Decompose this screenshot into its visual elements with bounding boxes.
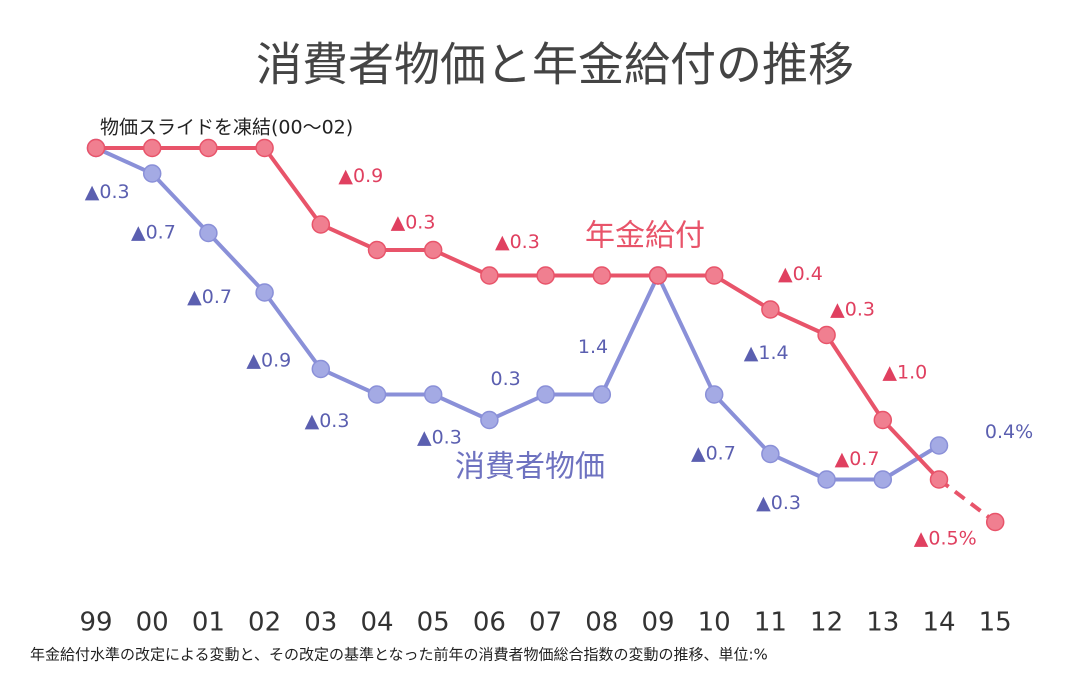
marker (311, 215, 331, 234)
data-label: ▲0.7 (835, 448, 880, 470)
x-tick-label: 09 (641, 608, 674, 638)
marker (929, 470, 949, 489)
marker (199, 138, 218, 158)
x-tick-label: 06 (473, 608, 506, 638)
x-tick-label: 99 (79, 608, 112, 638)
series-label: 消費者物価 (455, 450, 605, 485)
series-line (95, 146, 941, 482)
data-label: ▲0.5% (914, 528, 977, 550)
marker (86, 138, 106, 158)
annotation: 物価スライドを凍結(00～02) (100, 117, 353, 139)
marker (761, 300, 780, 319)
data-label: ▲0.7 (131, 222, 176, 244)
marker (311, 359, 331, 379)
marker (704, 266, 724, 285)
marker (367, 385, 387, 404)
marker (423, 240, 443, 260)
x-tick-label: 15 (979, 608, 1012, 638)
footnote: 年金給付水準の改定による変動と、その改定の基準となった前年の消費者物価総合指数の… (30, 646, 768, 664)
x-tick-label: 11 (754, 608, 787, 638)
marker (423, 385, 443, 404)
data-label: ▲0.3 (417, 427, 462, 449)
x-tick-label: 03 (304, 608, 337, 638)
data-label: ▲0.7 (691, 443, 736, 465)
marker (761, 444, 780, 464)
data-label: ▲1.4 (744, 342, 789, 364)
marker (592, 385, 612, 404)
data-label: ▲0.9 (246, 350, 291, 372)
x-tick-label: 01 (192, 608, 225, 638)
series-line-dashed (937, 477, 997, 524)
marker (536, 266, 555, 285)
marker (817, 470, 836, 489)
data-label: ▲0.3 (756, 492, 801, 514)
marker (929, 436, 949, 455)
data-label: 1.4 (578, 336, 608, 358)
marker (255, 283, 274, 302)
x-tick-label: 08 (585, 608, 618, 638)
x-tick-label: 04 (360, 608, 393, 638)
marker (536, 385, 555, 404)
data-label: ▲0.7 (187, 286, 232, 308)
data-label: 0.4% (985, 421, 1033, 443)
marker (873, 470, 893, 489)
marker (480, 410, 499, 430)
marker (873, 410, 893, 430)
marker (704, 385, 724, 404)
series-line (96, 146, 941, 481)
marker (142, 164, 162, 183)
data-label: ▲0.3 (305, 410, 350, 432)
x-tick-label: 05 (417, 608, 450, 638)
data-label: ▲0.9 (338, 165, 383, 187)
x-tick-label: 14 (922, 608, 955, 638)
marker (255, 138, 274, 158)
marker (592, 266, 612, 285)
chart-title: 消費者物価と年金給付の推移 (256, 38, 854, 92)
data-label: 0.3 (490, 368, 520, 390)
x-tick-label: 10 (698, 608, 731, 638)
data-label: ▲0.3 (85, 181, 130, 203)
data-label: ▲0.3 (495, 231, 540, 253)
x-tick-label: 12 (810, 608, 843, 638)
x-tick-label: 00 (136, 608, 169, 638)
marker (199, 223, 218, 243)
marker (985, 512, 1005, 532)
marker (142, 138, 162, 158)
data-label: ▲0.4 (778, 263, 823, 285)
x-tick-label: 02 (248, 608, 281, 638)
marker (817, 325, 836, 345)
data-label: ▲0.3 (391, 212, 436, 234)
marker (480, 266, 499, 285)
x-tick-label: 07 (529, 608, 562, 638)
marker (367, 240, 387, 260)
series-label: 年金給付 (585, 219, 705, 254)
x-tick-label: 13 (866, 608, 899, 638)
data-label: ▲1.0 (882, 362, 927, 384)
data-label: ▲0.3 (830, 299, 875, 321)
marker (648, 266, 668, 285)
